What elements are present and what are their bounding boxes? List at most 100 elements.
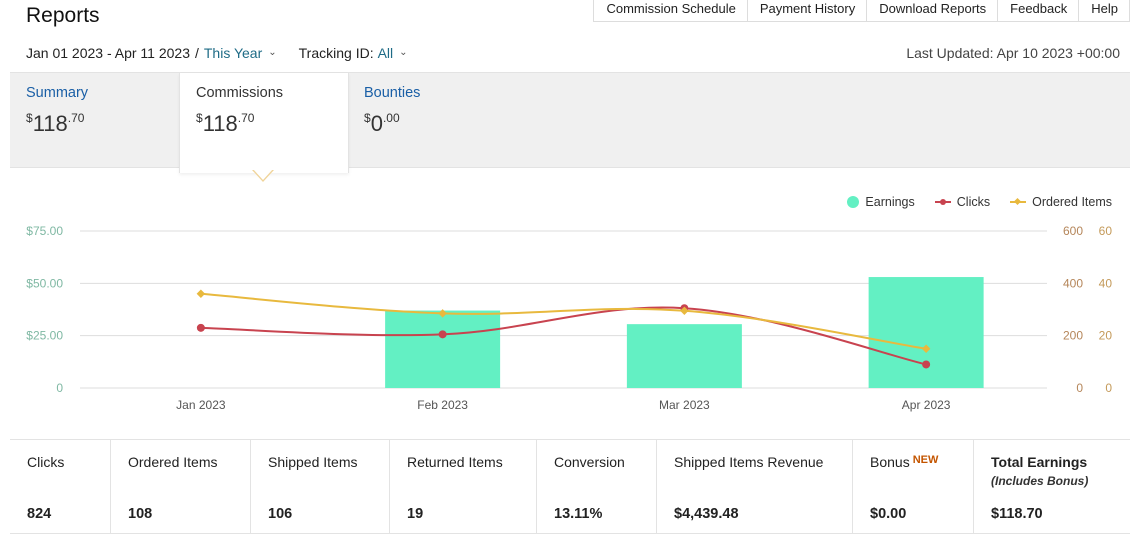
earnings-chart: 0 0 0 $25.00 200 20 $50.00 400 40 $75.00 600 60 Jan …: [26, 224, 1113, 412]
stat-label: Bonus NEW: [870, 454, 973, 470]
y-axis-tick-label: $75.00: [26, 224, 63, 238]
stat-value: 824: [27, 506, 52, 522]
stat-value: $118.70: [991, 506, 1043, 522]
y-axis-tick-label: $50.00: [26, 276, 63, 290]
clicks-swatch-icon: [934, 199, 951, 205]
chevron-down-icon[interactable]: ⌄: [268, 46, 277, 58]
tracking-id-dropdown[interactable]: All: [377, 45, 394, 61]
ordered-items-point: [438, 309, 447, 318]
tab-summary[interactable]: Summary $118.70: [10, 73, 180, 169]
amount-cents: .70: [67, 111, 85, 125]
active-tab-pointer: [252, 169, 274, 182]
stat-value: 106: [268, 506, 293, 522]
legend-label: Ordered Items: [1032, 195, 1112, 209]
tab-label: Summary: [26, 85, 89, 101]
stat-label: Clicks: [27, 454, 65, 470]
right-axis-tick-label: 200: [1063, 329, 1083, 343]
nav-help[interactable]: Help: [1079, 0, 1130, 22]
tab-amount: $118.70: [196, 111, 348, 137]
page-title: Reports: [26, 4, 100, 27]
x-axis-tick-label: Jan 2023: [176, 398, 226, 412]
chevron-down-icon[interactable]: ⌄: [399, 46, 408, 58]
x-axis-tick-label: Apr 2023: [902, 398, 951, 412]
right-axis-tick-label: 0: [1105, 381, 1112, 395]
stat-conversion: Conversion 13.11%: [537, 440, 657, 533]
amount-whole: 0: [370, 111, 383, 136]
tab-label: Bounties: [364, 85, 421, 101]
tab-amount: $118.70: [26, 111, 180, 137]
nav-download-reports[interactable]: Download Reports: [867, 0, 999, 22]
tab-amount: $0.00: [364, 111, 518, 137]
currency-symbol: $: [196, 111, 203, 125]
chart-legend: Earnings Clicks Ordered Items: [827, 195, 1112, 209]
stat-value: $0.00: [870, 506, 907, 522]
stat-total-earnings: Total Earnings (Includes Bonus) $118.70: [974, 440, 1130, 533]
earnings-bar: [868, 277, 984, 388]
legend-clicks[interactable]: Clicks: [934, 195, 991, 209]
report-tabs: Summary $118.70 Commissions $118.70 Boun…: [10, 72, 1130, 173]
tab-commissions[interactable]: Commissions $118.70: [179, 73, 349, 173]
stat-label: Shipped Items: [268, 454, 358, 470]
legend-earnings[interactable]: Earnings: [847, 195, 915, 209]
nav-commission-schedule[interactable]: Commission Schedule: [594, 0, 748, 22]
amount-cents: .00: [382, 111, 400, 125]
period-dropdown[interactable]: This Year: [203, 45, 263, 61]
clicks-line: [200, 306, 927, 366]
x-axis-tick-label: Mar 2023: [659, 398, 710, 412]
tab-bounties[interactable]: Bounties $0.00: [348, 73, 518, 169]
stat-label: Total Earnings: [991, 454, 1088, 470]
tracking-label: Tracking ID:: [298, 45, 374, 61]
tab-label: Commissions: [196, 85, 284, 101]
stat-returned-items: Returned Items 19: [390, 440, 537, 533]
amount-cents: .70: [237, 111, 255, 125]
stat-value: 19: [407, 506, 424, 522]
stat-shipped-items: Shipped Items 106: [251, 440, 390, 533]
stat-value: $4,439.48: [674, 506, 739, 522]
new-badge: NEW: [912, 454, 939, 466]
right-axis-tick-label: 20: [1099, 329, 1113, 343]
stat-value: 108: [128, 506, 153, 522]
top-nav: Commission Schedule Payment History Down…: [593, 0, 1130, 22]
ordered-items-swatch-icon: [1010, 201, 1027, 203]
x-axis-tick-label: Feb 2023: [417, 398, 468, 412]
stat-sublabel: (Includes Bonus): [991, 474, 1089, 488]
amount-whole: 118: [32, 111, 68, 136]
ordered-items-point: [196, 289, 206, 299]
stat-label: Shipped Items Revenue: [674, 454, 824, 470]
stat-shipped-items-revenue: Shipped Items Revenue $4,439.48: [657, 440, 853, 533]
stats-bar: Clicks 824 Ordered Items 108 Shipped Ite…: [10, 439, 1130, 534]
ordered-items-line: [200, 292, 927, 350]
date-range-text: Jan 01 2023 - Apr 11 2023: [26, 45, 190, 61]
stat-label: Conversion: [554, 454, 625, 470]
filter-bar: Jan 01 2023 - Apr 11 2023 / This Year ⌄ …: [26, 45, 408, 61]
y-axis-tick-label: $25.00: [26, 329, 63, 343]
legend-label: Clicks: [956, 195, 991, 209]
currency-symbol: $: [26, 111, 33, 125]
clicks-point: [438, 330, 447, 339]
legend-label: Earnings: [865, 195, 915, 209]
nav-payment-history[interactable]: Payment History: [747, 0, 868, 22]
earnings-bar: [385, 310, 501, 388]
right-axis-tick-label: 400: [1063, 276, 1083, 290]
nav-feedback[interactable]: Feedback: [998, 0, 1080, 22]
last-updated: Last Updated: Apr 10 2023 +00:00: [906, 45, 1120, 61]
legend-ordered-items[interactable]: Ordered Items: [1010, 195, 1112, 209]
y-axis-tick-label: 0: [56, 381, 63, 395]
clicks-point: [922, 360, 931, 369]
right-axis-tick-label: 600: [1063, 224, 1083, 238]
right-axis-tick-label: 40: [1099, 276, 1113, 290]
bonus-label: Bonus: [870, 454, 910, 470]
stat-label: Ordered Items: [128, 454, 218, 470]
currency-symbol: $: [364, 111, 371, 125]
earnings-bar: [626, 324, 742, 388]
ordered-items-point: [921, 344, 931, 353]
earnings-swatch-icon: [847, 196, 860, 208]
amount-whole: 118: [202, 111, 238, 136]
filter-separator: /: [194, 45, 199, 61]
stat-bonus: Bonus NEW $0.00: [853, 440, 974, 533]
stat-value: 13.11%: [554, 506, 603, 522]
clicks-point: [196, 323, 205, 332]
right-axis-tick-label: 60: [1099, 224, 1113, 238]
stat-ordered-items: Ordered Items 108: [111, 440, 251, 533]
stat-label: Returned Items: [407, 454, 503, 470]
